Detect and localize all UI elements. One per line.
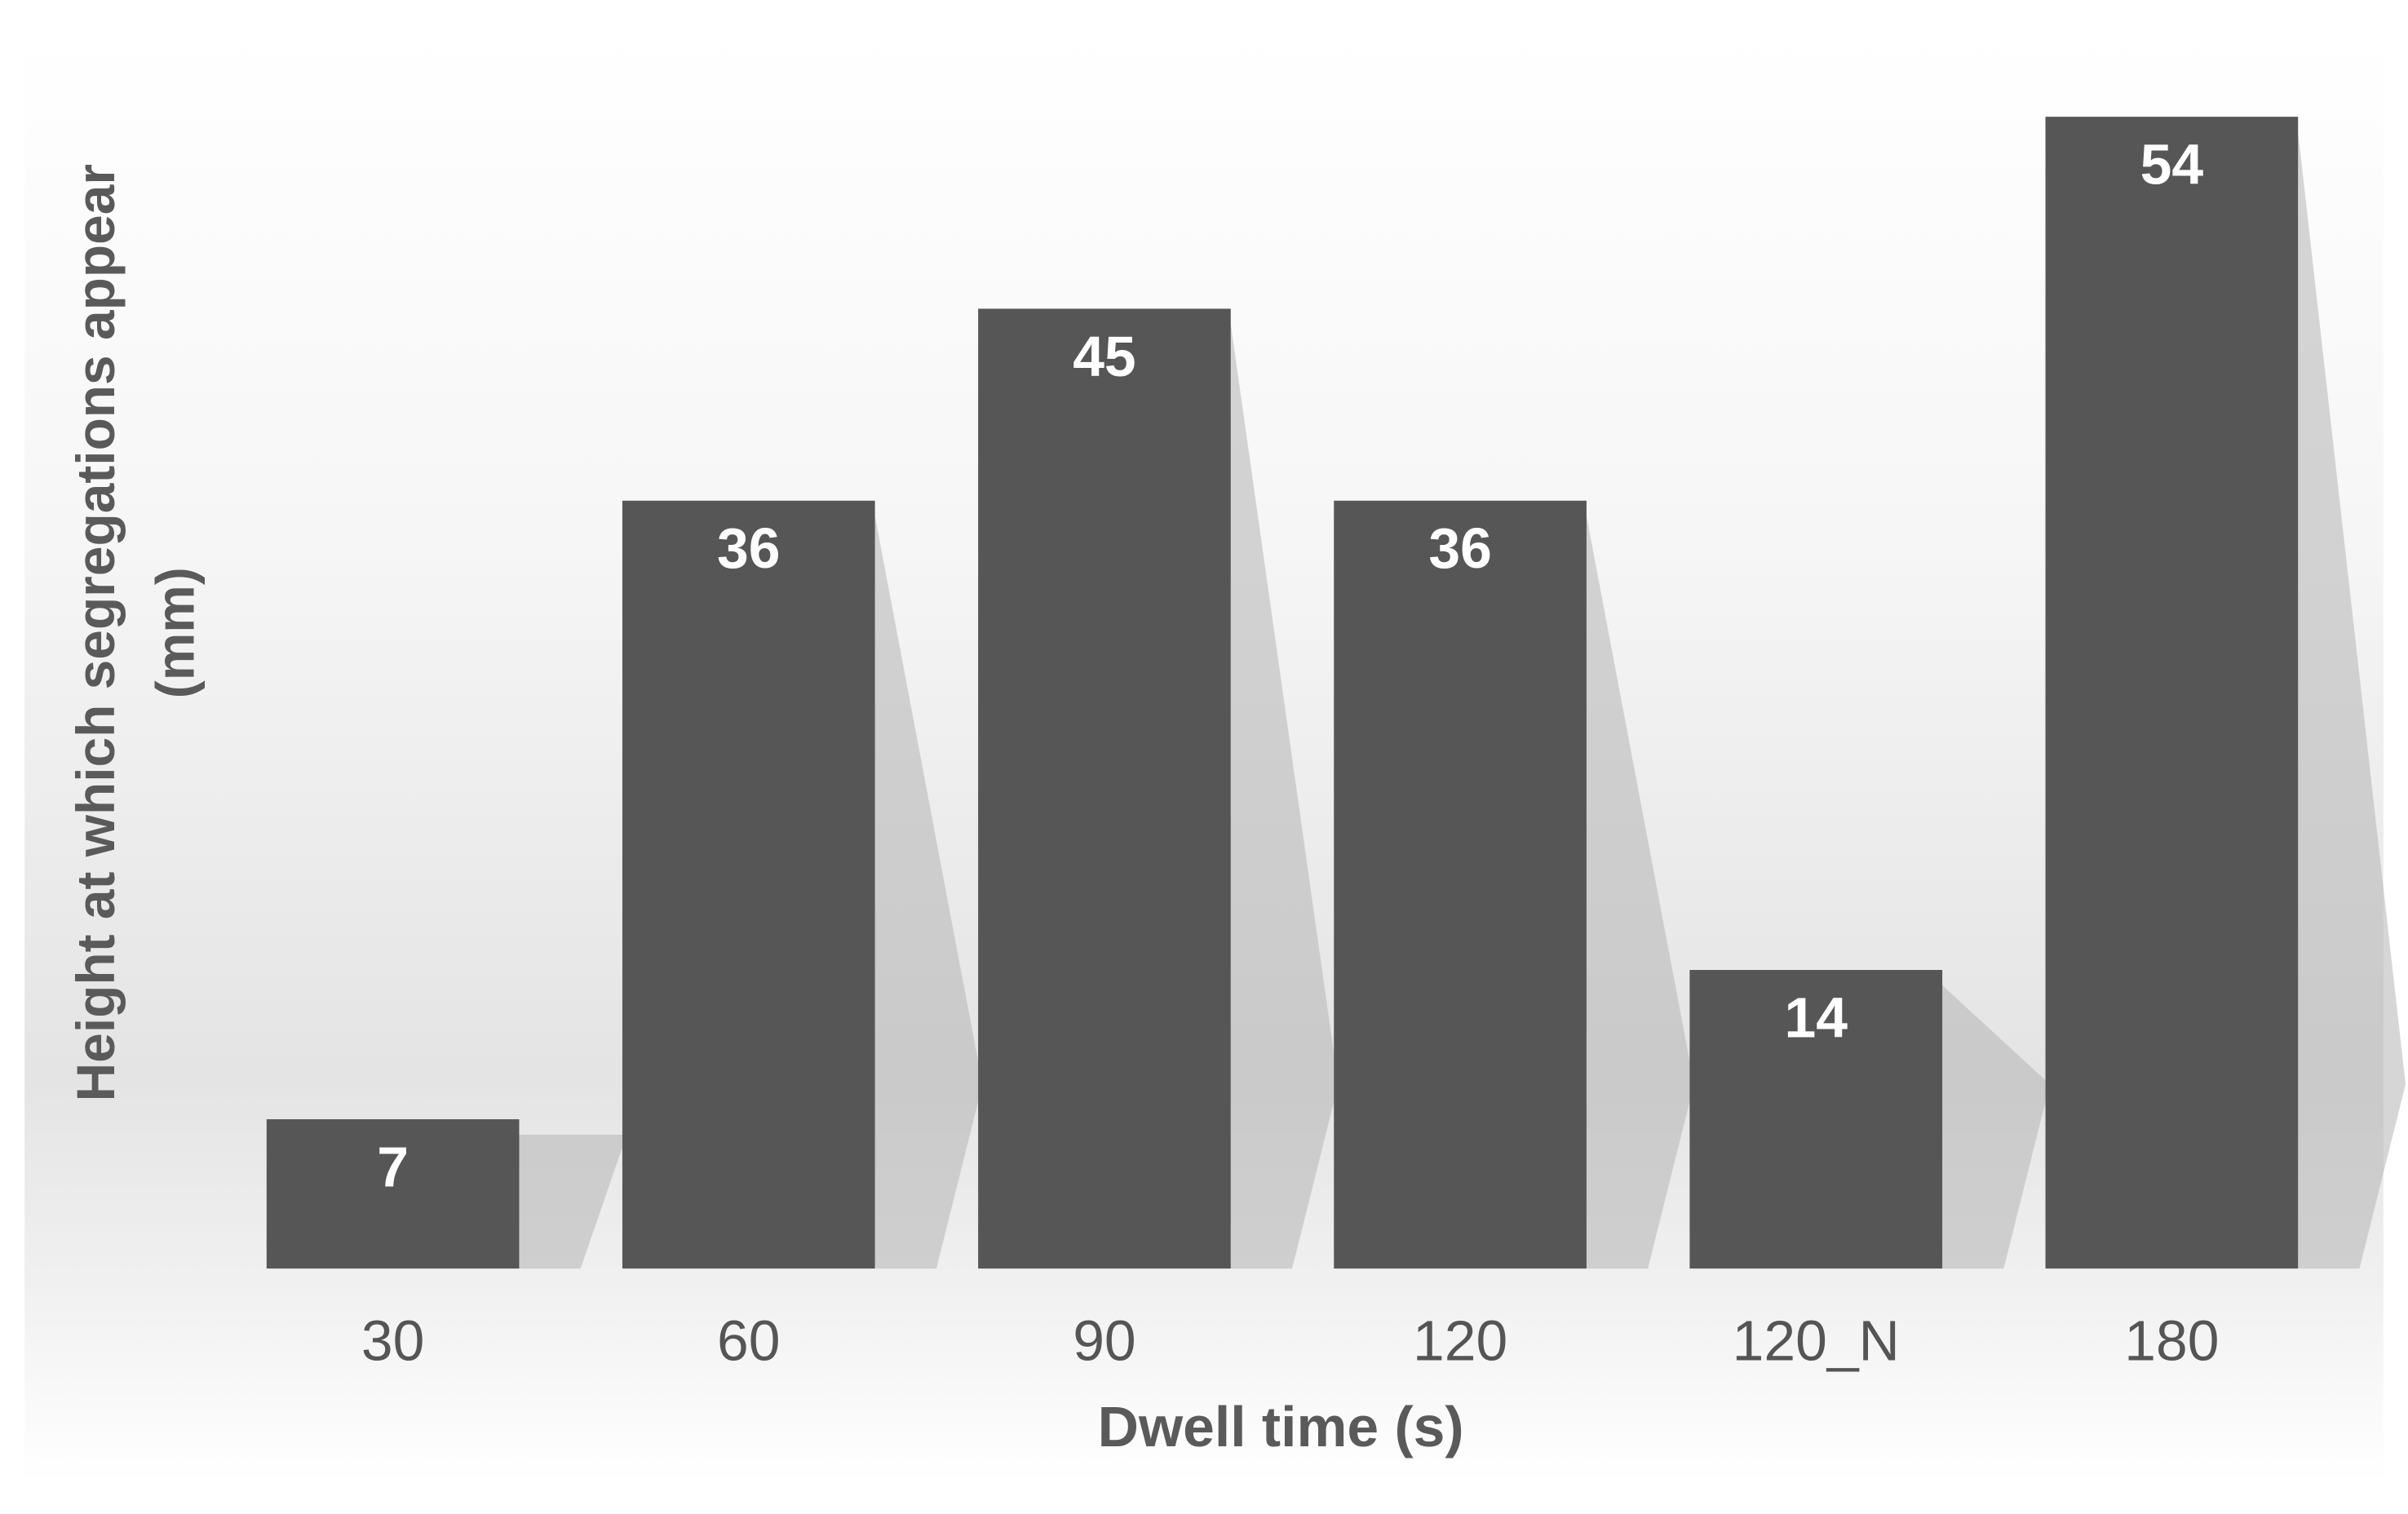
x-tick-label: 30	[361, 1309, 424, 1373]
bar	[1334, 500, 1587, 1269]
plot: 7 30 36 60 45 90 36 120 14 120_N 54 180	[266, 117, 2406, 1373]
x-axis-label: Dwell time (s)	[1098, 1395, 1464, 1459]
bar-shadow	[519, 1134, 627, 1269]
bar	[1689, 970, 1943, 1269]
bar-shadow	[874, 516, 983, 1269]
bar-shadow	[2298, 131, 2406, 1269]
data-label: 14	[1785, 985, 1848, 1049]
y-axis-label: Height at which segregations appear	[65, 164, 126, 1101]
data-label: 54	[2140, 133, 2204, 197]
bar	[978, 308, 1231, 1269]
x-tick-label: 90	[1073, 1309, 1135, 1373]
x-tick-label: 120	[1413, 1309, 1507, 1373]
bar-shadow	[1942, 985, 2050, 1269]
bar	[2045, 117, 2299, 1269]
bar	[266, 1119, 520, 1269]
bar-shadow	[1230, 324, 1339, 1269]
x-tick-label: 60	[717, 1309, 780, 1373]
y-axis-label: (mm)	[145, 567, 206, 698]
data-label: 36	[717, 516, 780, 580]
data-label: 36	[1428, 516, 1491, 580]
bar	[622, 500, 875, 1269]
bar-shadow	[1586, 516, 1694, 1269]
data-label: 7	[377, 1135, 409, 1198]
x-tick-label: 120_N	[1733, 1309, 1900, 1373]
x-tick-label: 180	[2124, 1309, 2219, 1373]
data-label: 45	[1073, 325, 1135, 388]
